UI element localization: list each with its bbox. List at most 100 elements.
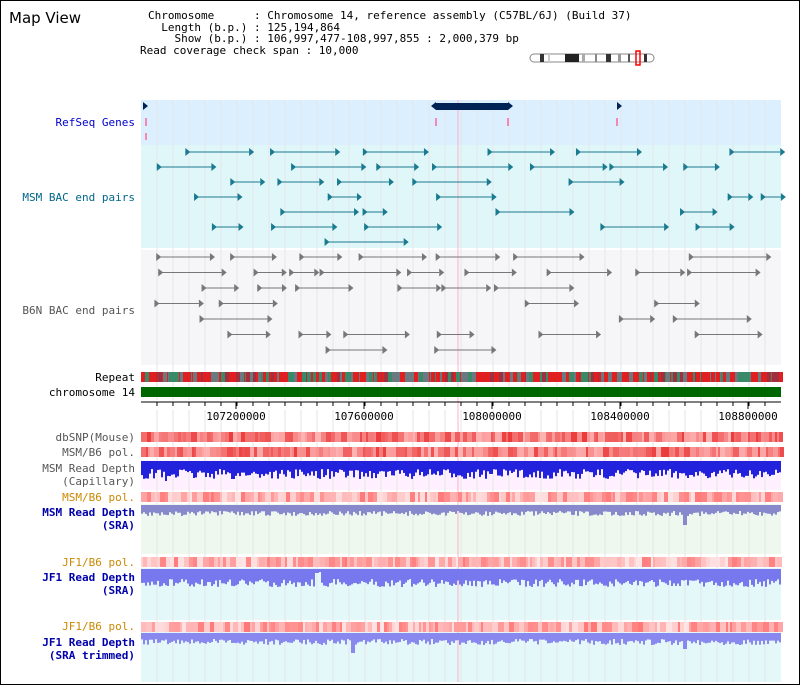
depth-bar [305,569,307,583]
repeat-block [689,372,693,382]
polymorphism-cell [246,557,251,567]
repeat-block [337,372,340,382]
depth-bar [341,633,343,640]
depth-bar [711,569,713,581]
polymorphism-cell [366,432,368,442]
depth-bar [419,569,421,583]
depth-bar [681,505,683,515]
polymorphism-cell [602,622,608,632]
track-label-jf1-read-depth-trim[interactable]: JF1 Read Depth (SRA trimmed) [42,636,135,662]
track-label-jf1-b6-pol[interactable]: JF1/B6 pol. [62,556,135,569]
polymorphism-cell [769,432,772,442]
repeat-block [454,372,456,382]
track-label-dbsnp[interactable]: dbSNP(Mouse) [55,431,135,444]
bac-end [672,315,678,323]
depth-bar [365,505,367,516]
depth-bar [209,461,211,478]
polymorphism-cell [383,492,387,502]
bac-end [680,268,686,277]
track-label-jf1-read-depth-sra[interactable]: JF1 Read Depth (SRA) [42,571,135,597]
track-label-jf1-b6-pol-2[interactable]: JF1/B6 pol. [62,620,135,633]
polymorphism-cell [761,432,764,442]
repeat-block [677,372,680,382]
polymorphism-cell [154,447,159,457]
polymorphism-cell [673,447,675,457]
polymorphism-cell [553,447,555,457]
track-label-msm-read-depth-cap[interactable]: MSM Read Depth (Capillary) [42,462,135,488]
polymorphism-cell [596,492,602,502]
depth-bar [169,505,171,513]
track-label-repeat[interactable]: Repeat [95,371,135,384]
depth-bar [163,505,165,515]
depth-bar [273,569,275,583]
depth-bar [309,461,311,476]
polymorphism-cell [680,432,682,442]
depth-bar [721,505,723,513]
depth-bar [463,633,465,643]
bac-end [486,178,492,186]
track-label-msm-bac[interactable]: MSM BAC end pairs [22,191,135,204]
depth-bar [265,461,267,474]
track-label-msm-b6-pol[interactable]: MSM/B6 pol. [62,446,135,459]
repeat-block [548,372,552,382]
polymorphism-cell [258,432,260,442]
polymorphism-cell [418,557,420,567]
polymorphism-cell [499,492,501,502]
depth-bar [533,505,535,516]
depth-bar [777,505,779,513]
repeat-block [540,372,542,382]
bac-end [343,330,349,339]
repeat-block [772,372,776,382]
depth-bar [159,633,161,643]
polymorphism-cell [552,432,555,442]
polymorphism-cell [677,432,680,442]
track-label-msm-read-depth-sra[interactable]: MSM Read Depth (SRA) [42,506,135,532]
depth-bar [319,461,321,479]
polymorphism-cell [596,432,598,442]
depth-bar [141,569,143,583]
polymorphism-cell [479,622,481,632]
depth-bar [285,569,287,586]
depth-bar [581,633,583,641]
repeat-block [776,372,779,382]
depth-bar [601,461,603,470]
polymorphism-cell [580,557,585,567]
depth-bar [425,569,427,586]
depth-bar [511,569,513,580]
depth-bar [193,569,195,587]
depth-bar [653,505,655,513]
depth-bar [639,461,641,473]
chromosome-bar [141,387,781,397]
depth-bar [429,633,431,645]
depth-bar [179,633,181,644]
depth-bar [775,633,777,644]
track-label-refseq[interactable]: RefSeq Genes [55,116,135,129]
depth-bar [777,569,779,580]
depth-bar [235,505,237,515]
polymorphism-cell [321,432,326,442]
track-label-b6n-bac[interactable]: B6N BAC end pairs [22,304,135,317]
polymorphism-cell [460,432,463,442]
depth-bar [587,633,589,643]
track-label-chromosome[interactable]: chromosome 14 [48,386,135,399]
repeat-block [673,372,677,382]
polymorphism-cell [618,432,621,442]
depth-bar [691,633,693,644]
polymorphism-cell [310,447,316,457]
depth-bar [597,633,599,642]
depth-bar [351,569,353,585]
bac-end [230,253,236,261]
depth-bar [253,633,255,643]
polymorphism-cell [265,492,268,502]
depth-bar [599,569,601,583]
depth-bar [339,505,341,512]
depth-bar [463,461,465,479]
depth-bar [225,633,227,643]
bac-end [439,268,445,277]
depth-bar [249,505,251,515]
depth-bar [521,461,523,470]
depth-bar [691,505,693,515]
depth-bar [601,569,603,584]
track-label-msm-b6-pol-2[interactable]: MSM/B6 pol. [62,491,135,504]
depth-bar [393,461,395,476]
